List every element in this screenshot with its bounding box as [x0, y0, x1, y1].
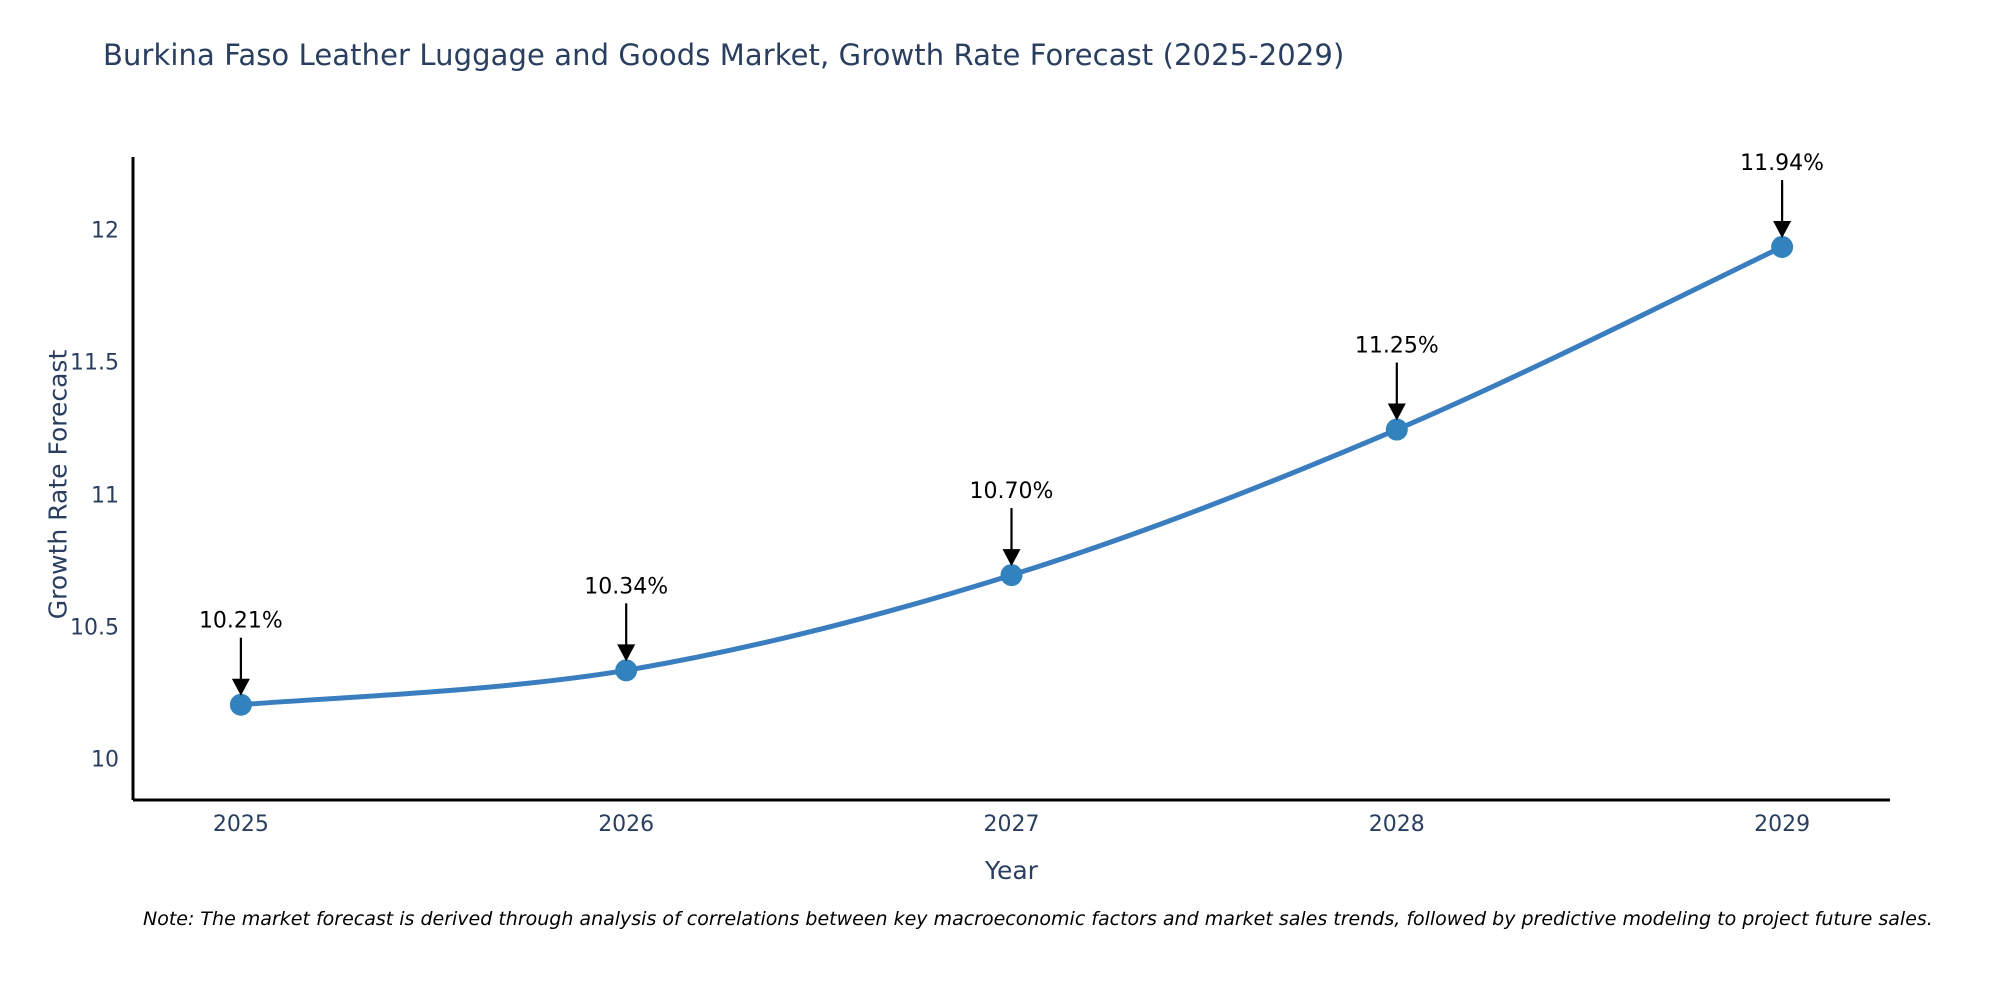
data-point-markers — [229, 235, 1794, 716]
data-point-label: 10.34% — [584, 574, 668, 599]
y-tick-label: 10 — [91, 747, 119, 773]
data-point-marker[interactable] — [615, 659, 638, 682]
data-point-marker[interactable] — [1000, 564, 1023, 587]
data-point-label: 11.94% — [1740, 151, 1824, 176]
x-tick-label: 2027 — [983, 812, 1040, 837]
data-point-label: 10.70% — [970, 479, 1054, 504]
y-tick-label: 11.5 — [70, 350, 119, 376]
y-tick-label: 12 — [91, 218, 119, 244]
x-tick-label: 2025 — [212, 812, 269, 837]
data-series-growth-rate — [238, 244, 1785, 708]
annotation-arrow-head — [231, 678, 250, 696]
data-point-marker[interactable] — [1771, 235, 1794, 258]
y-axis-tick-labels: 10 10.5 11 11.5 12 — [0, 0, 133, 1000]
x-axis-title: Year — [985, 856, 1038, 885]
x-axis-tick-labels: 2025 2026 2027 2028 2029 — [0, 812, 2000, 852]
x-tick-label: 2029 — [1754, 812, 1811, 837]
data-point-label: 11.25% — [1355, 334, 1439, 359]
axes-spines — [131, 157, 1890, 802]
annotation-arrow-head — [1773, 220, 1792, 238]
chart-note: Note: The market forecast is derived thr… — [143, 908, 1933, 930]
data-point-label: 10.21% — [199, 609, 283, 634]
page-title: Burkina Faso Leather Luggage and Goods M… — [103, 38, 1345, 72]
data-point-annotations: 10.21% 10.34% 10.70% 11.25% 11.94% — [199, 151, 1824, 696]
y-tick-label: 11 — [91, 483, 119, 509]
series-line — [238, 244, 1785, 708]
annotation-arrow-head — [1387, 403, 1406, 421]
annotation-arrow-head — [1002, 549, 1021, 567]
y-tick-label: 10.5 — [70, 615, 119, 641]
data-point-marker[interactable] — [1385, 418, 1408, 441]
x-tick-label: 2026 — [598, 812, 655, 837]
data-point-marker[interactable] — [229, 693, 252, 716]
annotation-arrow-head — [617, 644, 636, 662]
x-tick-label: 2028 — [1368, 812, 1425, 837]
